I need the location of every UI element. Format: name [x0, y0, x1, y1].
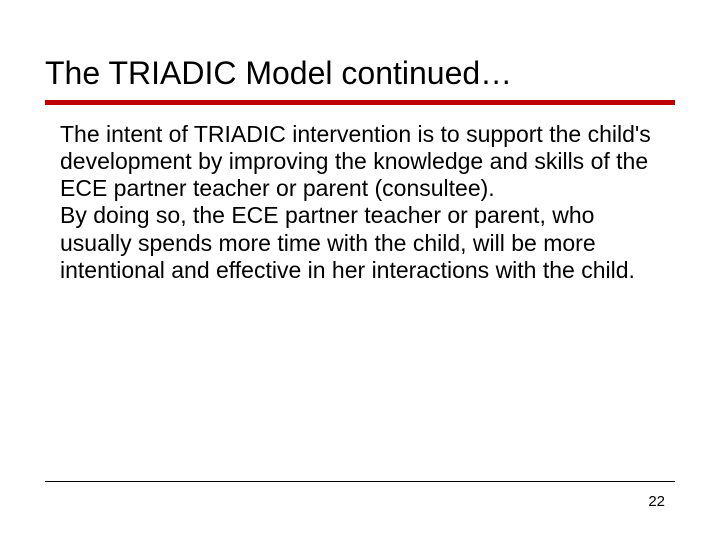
slide-title: The TRIADIC Model continued… — [45, 55, 675, 100]
body-paragraph-2: By doing so, the ECE partner teacher or … — [60, 202, 670, 283]
body-paragraph-1: The intent of TRIADIC intervention is to… — [60, 121, 670, 202]
page-number: 22 — [648, 493, 665, 510]
slide-container: The TRIADIC Model continued… The intent … — [0, 0, 720, 540]
title-divider — [45, 100, 675, 105]
footer-divider — [45, 481, 675, 482]
slide-body: The intent of TRIADIC intervention is to… — [45, 121, 675, 284]
